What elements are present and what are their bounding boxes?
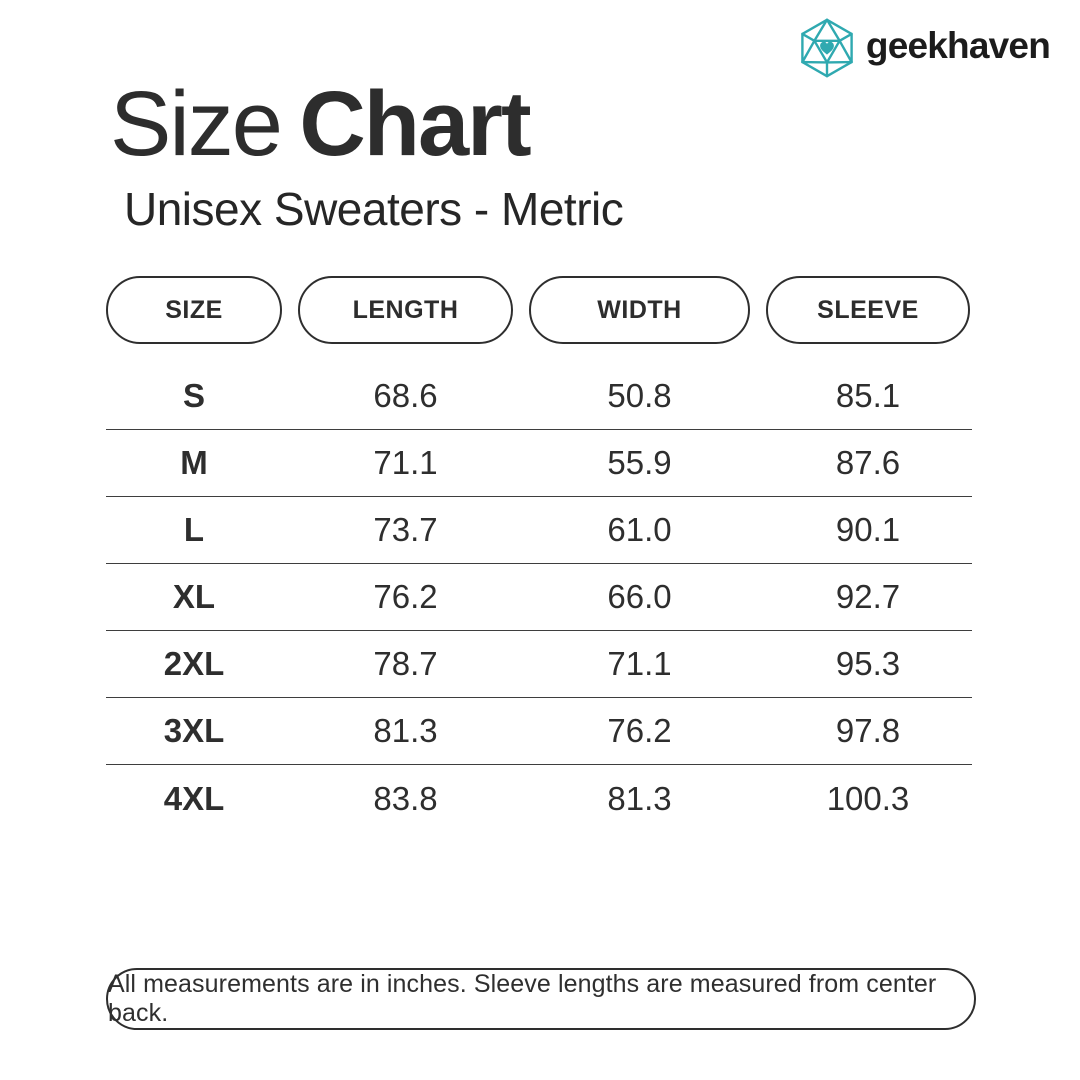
cell-sleeve: 85.1 bbox=[835, 377, 901, 414]
page-subtitle: Unisex Sweaters - Metric bbox=[124, 183, 624, 235]
table-row-3xl: 3XL 81.3 76.2 97.8 bbox=[106, 698, 972, 765]
cell-size: XL bbox=[172, 578, 216, 615]
d20-heart-icon bbox=[801, 18, 853, 78]
size-table: SIZE LENGTH WIDTH SLEEVE S 68.6 50.8 85.… bbox=[106, 276, 972, 832]
table-body: S 68.6 50.8 85.1 M 71.1 55.9 87.6 L 73.7… bbox=[106, 363, 972, 832]
cell-size: M bbox=[180, 444, 208, 481]
cell-sleeve: 92.7 bbox=[835, 578, 901, 615]
cell-size: 2XL bbox=[163, 645, 225, 682]
cell-sleeve: 90.1 bbox=[835, 511, 901, 548]
cell-width: 81.3 bbox=[607, 779, 672, 817]
header-pill-length: LENGTH bbox=[298, 276, 513, 344]
table-row-m: M 71.1 55.9 87.6 bbox=[106, 430, 972, 497]
header-pill-width: WIDTH bbox=[529, 276, 750, 344]
cell-size: L bbox=[183, 511, 205, 548]
page-title: Size Chart bbox=[110, 73, 532, 175]
cell-length: 68.6 bbox=[373, 377, 438, 414]
cell-length: 76.2 bbox=[373, 578, 438, 615]
cell-sleeve: 100.3 bbox=[826, 779, 910, 817]
cell-length: 81.3 bbox=[373, 712, 438, 749]
table-row-2xl: 2XL 78.7 71.1 95.3 bbox=[106, 631, 972, 698]
cell-length: 83.8 bbox=[373, 779, 438, 817]
brand-logo: geekhaven bbox=[797, 18, 1051, 78]
table-header-row: SIZE LENGTH WIDTH SLEEVE bbox=[106, 276, 972, 344]
table-row-4xl: 4XL 83.8 81.3 100.3 bbox=[106, 765, 972, 832]
cell-sleeve: 97.8 bbox=[835, 712, 901, 749]
table-row-xl: XL 76.2 66.0 92.7 bbox=[106, 564, 972, 631]
cell-sleeve: 95.3 bbox=[835, 645, 901, 682]
cell-length: 71.1 bbox=[373, 444, 438, 481]
cell-width: 55.9 bbox=[607, 444, 672, 481]
footnote-pill: All measurements are in inches. Sleeve l… bbox=[106, 968, 976, 1030]
cell-width: 50.8 bbox=[607, 377, 672, 414]
header-pill-sleeve: SLEEVE bbox=[766, 276, 970, 344]
cell-width: 76.2 bbox=[607, 712, 672, 749]
title-bold: Chart bbox=[299, 73, 531, 175]
cell-width: 66.0 bbox=[607, 578, 672, 615]
cell-width: 71.1 bbox=[607, 645, 672, 682]
cell-length: 73.7 bbox=[373, 511, 438, 548]
table-row-l: L 73.7 61.0 90.1 bbox=[106, 497, 972, 564]
cell-sleeve: 87.6 bbox=[835, 444, 901, 481]
cell-size: 3XL bbox=[163, 712, 225, 749]
header-pill-size: SIZE bbox=[106, 276, 282, 344]
cell-size: 4XL bbox=[163, 779, 225, 817]
footnote-text: All measurements are in inches. Sleeve l… bbox=[108, 970, 937, 1027]
cell-width: 61.0 bbox=[607, 511, 672, 548]
title-regular: Size bbox=[110, 73, 283, 175]
cell-size: S bbox=[182, 377, 205, 414]
cell-length: 78.7 bbox=[373, 645, 438, 682]
brand-name: geekhaven bbox=[865, 25, 1051, 66]
table-row-s: S 68.6 50.8 85.1 bbox=[106, 363, 972, 430]
